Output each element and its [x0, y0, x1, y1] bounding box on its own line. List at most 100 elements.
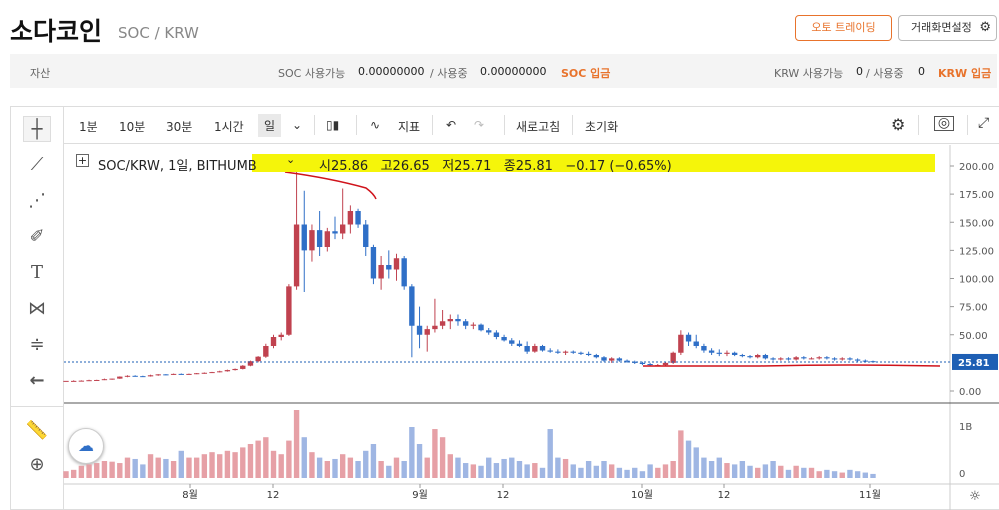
ruler-icon[interactable]: 📏 [25, 420, 49, 441]
volume-bar [378, 461, 384, 478]
volume-bar [509, 457, 515, 478]
pattern-icon[interactable]: ⋈ [28, 298, 46, 319]
candle-body [201, 372, 208, 374]
gann-fan-icon[interactable]: ⋰ [28, 190, 46, 211]
text-tool-icon[interactable]: T [30, 262, 43, 283]
volume-bar [462, 463, 469, 478]
volume-bar [255, 440, 261, 478]
soc-using-value: 0.00000000 [480, 65, 547, 78]
volume-tick-label: 0 [959, 469, 965, 480]
undo-icon[interactable]: ↶ [446, 118, 457, 132]
volume-bar [647, 464, 653, 478]
reset-button[interactable]: 초기화 [585, 120, 619, 134]
candle-body [862, 360, 869, 362]
volume-bar [109, 461, 115, 478]
last-price-label: 25.81 [958, 358, 990, 369]
legend-open: 시25.86 [319, 159, 369, 174]
back-arrow-icon[interactable]: ← [29, 370, 45, 391]
refresh-button[interactable]: 새로고침 [516, 120, 561, 134]
krw-using-value: 0 [918, 65, 925, 78]
candle-body [647, 364, 653, 366]
brush-icon[interactable]: ✐ [29, 226, 45, 247]
volume-bar [547, 429, 553, 478]
volume-bar [324, 461, 331, 478]
candle-body [94, 379, 100, 381]
interval-10m[interactable]: 10분 [119, 120, 146, 134]
soc-using-label: / 사용중 [430, 67, 468, 80]
soc-available-value: 0.00000000 [358, 65, 425, 78]
volume-bar [539, 467, 546, 478]
candle-body [724, 352, 730, 354]
candle-body [831, 358, 838, 360]
settings-icon[interactable]: ⚙ [891, 115, 906, 134]
volume-bar [608, 464, 615, 478]
screen-settings-button[interactable]: 거래화면설정 ⚙ [898, 15, 997, 41]
interval-day[interactable]: 일 [258, 114, 282, 137]
tool-divider [10, 406, 64, 407]
redo-icon[interactable]: ↷ [474, 118, 485, 132]
volume-bar [685, 440, 692, 478]
trendline-icon[interactable]: ⟋ [30, 154, 44, 175]
time-tick-label: 12 [718, 490, 731, 501]
toolbar-divider [356, 115, 357, 135]
volume-bar [393, 457, 400, 478]
candle-body [847, 358, 853, 360]
candle-body [163, 374, 169, 376]
legend-ohlc: 시25.86 고26.65 저25.71 종25.81 −0.17 (−0.65… [319, 155, 672, 174]
interval-1h[interactable]: 1시간 [214, 120, 244, 134]
auto-trading-button[interactable]: 오토 트레이딩 [795, 15, 892, 41]
candle-body [624, 360, 630, 362]
volume-bar [578, 467, 584, 478]
candle-body [585, 353, 592, 355]
fullscreen-icon[interactable]: ⤢ [978, 115, 990, 131]
volume-bar [570, 464, 576, 478]
candle-body [117, 376, 123, 379]
time-tick-label: 8월 [182, 489, 198, 501]
candle-body [462, 321, 469, 326]
candle-body [155, 374, 161, 376]
volume-bar [278, 454, 284, 478]
drawing-toolbar: ┼ ⟋ ⋰ ✐ T ⋈ ≑ ← 📏 ⊕ ☁ [10, 106, 104, 510]
indicator-button[interactable]: 지표 [398, 120, 421, 134]
candle-body [286, 286, 292, 335]
krw-deposit-link[interactable]: KRW 입금 [938, 67, 992, 80]
page-header: 소다코인 SOC / KRW 오토 트레이딩 거래화면설정 ⚙ [0, 0, 999, 50]
expand-icon[interactable]: + [76, 154, 89, 167]
crosshair-icon[interactable]: ┼ [23, 116, 51, 142]
volume-bar [516, 461, 523, 478]
gear-icon: ⚙ [979, 20, 991, 35]
volume-bar [854, 471, 861, 478]
candle-body [132, 375, 138, 377]
volume-bar [263, 437, 269, 478]
time-tick-label: 10월 [631, 489, 653, 501]
chevron-down-icon[interactable]: ⌄ [286, 153, 296, 166]
chevron-down-icon[interactable]: ⌄ [292, 118, 303, 132]
zoom-in-icon[interactable]: ⊕ [29, 454, 45, 475]
measure-icon[interactable]: ≑ [29, 334, 45, 355]
axis-settings-icon: ☼ [969, 489, 981, 504]
camera-icon[interactable]: ◎ [934, 116, 954, 131]
legend-symbol: SOC/KRW, 1일, BITHUMB [98, 159, 257, 174]
candle-body [70, 380, 77, 382]
volume-bar [240, 447, 246, 478]
candle-body [808, 358, 815, 360]
indicator-icon[interactable]: ∿ [370, 118, 381, 132]
candle-body [547, 350, 553, 352]
price-tick-label: 0.00 [959, 387, 981, 398]
candle-body [339, 224, 346, 234]
volume-bar [532, 463, 538, 478]
volume-bar [747, 465, 753, 478]
candle-body [78, 380, 85, 382]
candle-body [209, 372, 215, 374]
volume-bar [293, 410, 300, 478]
volume-bar [716, 457, 722, 478]
chart-logo-icon[interactable]: ☁ [68, 428, 104, 464]
legend-low: 저25.71 [442, 159, 492, 174]
interval-1m[interactable]: 1분 [79, 120, 98, 134]
candle-style-icon[interactable]: ▯▮ [326, 118, 340, 132]
soc-deposit-link[interactable]: SOC 입금 [561, 67, 611, 80]
interval-30m[interactable]: 30분 [166, 120, 193, 134]
candle-body [324, 231, 331, 247]
candle-body [639, 362, 646, 364]
